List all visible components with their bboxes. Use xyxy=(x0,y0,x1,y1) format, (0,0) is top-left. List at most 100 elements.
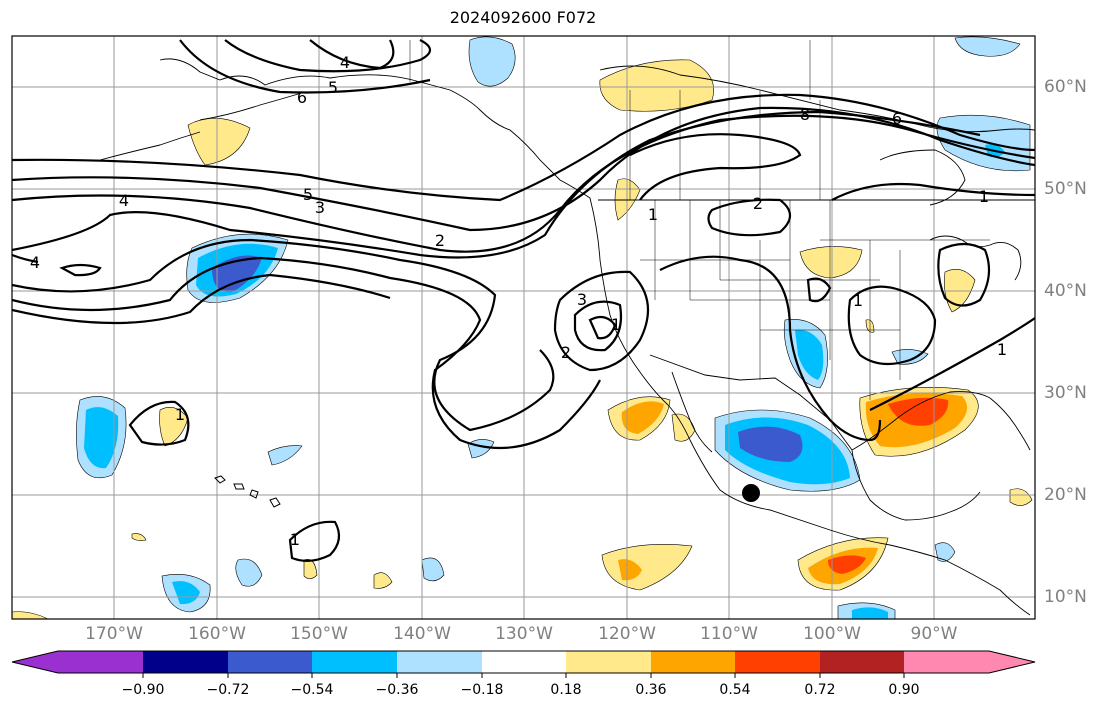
contour-line xyxy=(588,315,617,340)
contour-label: 2 xyxy=(561,343,571,362)
hawaii-islands xyxy=(214,475,281,508)
neg-anomaly-region xyxy=(891,349,929,365)
colorbar-segment xyxy=(397,651,482,673)
colorbar-segment xyxy=(58,651,143,673)
colorbar-tick-label: 0.18 xyxy=(550,682,582,698)
contour-line xyxy=(937,242,991,307)
contour-line xyxy=(707,198,792,237)
pos-anomaly-region xyxy=(303,559,318,580)
lon-label: 110°W xyxy=(700,624,758,644)
lon-label: 150°W xyxy=(290,624,348,644)
neg-anomaly-peak xyxy=(738,426,803,462)
contour-line xyxy=(12,256,601,450)
colorbar-tick-label: −0.72 xyxy=(206,682,250,698)
shading-layer xyxy=(12,36,1033,619)
state-lines xyxy=(640,200,990,400)
pos-anomaly-region xyxy=(1009,488,1033,506)
lon-label: 170°W xyxy=(85,624,143,644)
lat-label: 20°N xyxy=(1044,485,1087,505)
pos-anomaly-peak xyxy=(888,397,949,426)
contour-label: 2 xyxy=(435,231,445,250)
pos-anomaly-region xyxy=(599,59,714,112)
pos-anomaly-region xyxy=(159,407,189,447)
colorbar-tick-label: 0.72 xyxy=(804,682,836,698)
colorbar-segment xyxy=(482,651,566,673)
contour-line xyxy=(12,93,1035,202)
contour-line xyxy=(309,39,395,70)
contour-label: 1 xyxy=(290,530,300,549)
gulf-coast xyxy=(851,391,1031,451)
colorbar-segment xyxy=(566,651,651,673)
contour-line xyxy=(12,253,39,264)
contour-label: 1 xyxy=(175,405,185,424)
hudson-bay xyxy=(879,149,966,206)
colorbar-segment xyxy=(904,651,989,673)
neg-anomaly-region xyxy=(421,557,445,582)
contour-line xyxy=(659,255,882,442)
contour-line xyxy=(224,39,432,73)
colorbar-segment xyxy=(735,651,820,673)
colorbar-segment xyxy=(143,651,228,673)
pos-anomaly-region xyxy=(373,572,393,589)
contour-line xyxy=(179,39,431,94)
contour-line xyxy=(59,263,102,277)
colorbar-tick-label: 0.90 xyxy=(888,682,920,698)
colorbar-segment xyxy=(312,651,397,673)
chart-title: 2024092600 F072 xyxy=(449,8,597,27)
storm-center-marker xyxy=(742,484,760,502)
contour-label: 4 xyxy=(119,191,129,210)
contour-line xyxy=(553,270,650,372)
aleutian-chain xyxy=(99,131,201,161)
colorbar-segment xyxy=(820,651,904,673)
contour-label: 2 xyxy=(753,194,763,213)
lat-label: 10°N xyxy=(1044,587,1087,607)
contour-line xyxy=(12,106,1035,232)
alaska-peninsula xyxy=(199,91,306,121)
contour-line xyxy=(12,273,391,325)
contour-line xyxy=(12,110,981,259)
contour-line xyxy=(128,400,190,446)
neg-anomaly-region xyxy=(954,36,1021,57)
neg-anomaly-region xyxy=(267,445,303,466)
lon-label: 90°W xyxy=(910,624,958,644)
contour-label: 3 xyxy=(315,198,325,217)
pos-anomaly-region xyxy=(601,543,693,591)
contour-line xyxy=(869,317,1035,411)
colorbar-tick-label: −0.54 xyxy=(290,682,334,698)
contour-label: 1 xyxy=(648,205,658,224)
colorbar-tick-label: 0.36 xyxy=(635,682,667,698)
contour-label: 6 xyxy=(892,109,902,128)
contour-line xyxy=(847,285,937,366)
colorbar-extend-low xyxy=(12,651,58,673)
pos-anomaly-region xyxy=(12,611,49,619)
contour-line xyxy=(12,114,1035,253)
contour-label: 5 xyxy=(303,185,313,204)
pos-anomaly-region xyxy=(187,117,251,166)
contour-label: 4 xyxy=(30,253,40,272)
pos-anomaly-core xyxy=(618,559,642,581)
neg-anomaly-core xyxy=(852,607,888,619)
canada-coast xyxy=(599,65,1035,133)
contour-label: 1 xyxy=(853,291,863,310)
contour-label: 8 xyxy=(800,105,810,124)
neg-anomaly-core xyxy=(795,329,824,380)
colorbar-extend-high xyxy=(989,651,1035,673)
colorbar-segment xyxy=(651,651,735,673)
pos-anomaly-region xyxy=(799,246,863,279)
lat-label: 50°N xyxy=(1044,179,1087,199)
lon-label: 160°W xyxy=(188,624,246,644)
neg-anomaly-core xyxy=(172,581,200,605)
contour-label: 1 xyxy=(611,315,621,334)
contour-line xyxy=(806,277,832,303)
contour-line xyxy=(573,300,623,352)
colorbar-tick-label: −0.90 xyxy=(121,682,165,698)
lon-label: 100°W xyxy=(803,624,861,644)
colorbar-tick-label: 0.54 xyxy=(719,682,751,698)
lat-label: 40°N xyxy=(1044,281,1087,301)
colorbar xyxy=(11,650,1036,678)
colorbar-outline xyxy=(11,650,1036,674)
neg-anomaly-region xyxy=(468,36,516,87)
colorbar-tick-label: −0.36 xyxy=(375,682,419,698)
west-coast xyxy=(589,197,1031,616)
